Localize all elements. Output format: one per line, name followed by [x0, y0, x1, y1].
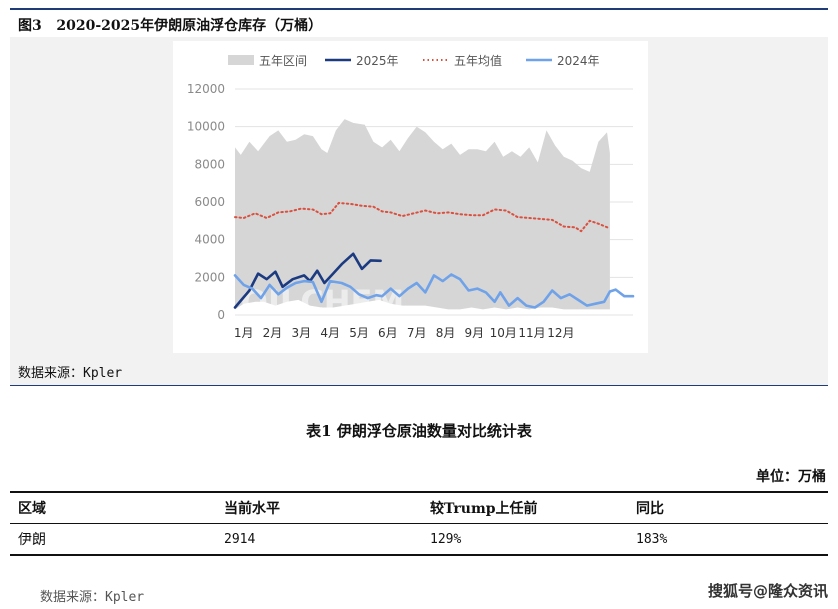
legend-swatch — [228, 55, 254, 65]
y-tick-label: 2000 — [194, 270, 225, 284]
table-header-row: 区域 当前水平 较Trump上任前 同比 — [10, 491, 828, 524]
x-tick-label: 11月 — [518, 326, 545, 340]
x-tick-label: 12月 — [547, 326, 574, 340]
x-tick-label: 7月 — [407, 326, 427, 340]
figure-source: 数据来源：Kpler — [18, 366, 123, 381]
cell-yoy: 183% — [628, 523, 828, 556]
cell-vs-trump: 129% — [422, 523, 628, 556]
y-tick-label: 10000 — [187, 120, 225, 134]
series-line-1 — [234, 201, 611, 233]
legend-item: 2024年 — [526, 54, 600, 68]
x-tick-label: 1月 — [234, 326, 254, 340]
series-line-2 — [233, 273, 635, 309]
y-tick-label: 4000 — [194, 233, 225, 247]
x-tick-label: 5月 — [349, 326, 369, 340]
x-tick-label: 3月 — [292, 326, 312, 340]
legend-label: 五年区间 — [259, 54, 307, 68]
header-vs-trump: 较Trump上任前 — [422, 491, 628, 524]
cell-current: 2914 — [216, 523, 422, 556]
header-current: 当前水平 — [216, 491, 422, 524]
chart-container: 0 2000 4000 6000 8000 10000 12000 OILCHEM 1月 2月 3月… — [173, 41, 648, 353]
x-tick-label: 4月 — [320, 326, 340, 340]
legend-item: 五年区间 — [228, 54, 307, 68]
y-tick-label: 12000 — [187, 82, 225, 96]
x-tick-label: 10月 — [490, 326, 517, 340]
x-tick-label: 9月 — [465, 326, 485, 340]
comparison-table: 区域 当前水平 较Trump上任前 同比 伊朗 2914 129% 183% — [10, 491, 828, 556]
figure-header: 图3 2020-2025年伊朗原油浮仓库存（万桶） — [10, 8, 828, 39]
footer-watermark: 搜狐号@隆众资讯 — [707, 582, 828, 600]
legend-item: 五年均值 — [423, 53, 502, 68]
table-title: 表1 伊朗浮仓原油数量对比统计表 — [306, 422, 532, 440]
range-area — [235, 119, 610, 310]
table-unit: 单位：万桶 — [756, 469, 826, 485]
figure-title-text: 2020-2025年伊朗原油浮仓库存（万桶） — [56, 18, 323, 34]
legend-label: 2024年 — [557, 54, 600, 68]
header-region: 区域 — [10, 491, 216, 524]
x-tick-label: 2月 — [263, 326, 283, 340]
y-tick-label: 6000 — [194, 195, 225, 209]
figure-label: 图3 — [18, 18, 42, 34]
table-source: 数据来源：Kpler — [40, 590, 145, 605]
legend-label: 2025年 — [356, 54, 399, 68]
figure-bottom-rule — [10, 385, 828, 386]
legend-item: 2025年 — [325, 54, 399, 68]
y-tick-label: 8000 — [194, 157, 225, 171]
y-tick-label: 0 — [217, 308, 225, 322]
x-tick-label: 8月 — [436, 326, 456, 340]
cell-region: 伊朗 — [10, 523, 216, 556]
header-yoy: 同比 — [628, 491, 828, 524]
legend-label: 五年均值 — [454, 53, 502, 68]
x-tick-label: 6月 — [378, 326, 398, 340]
table-row: 伊朗 2914 129% 183% — [10, 523, 828, 556]
figure-title: 图3 2020-2025年伊朗原油浮仓库存（万桶） — [18, 15, 322, 35]
